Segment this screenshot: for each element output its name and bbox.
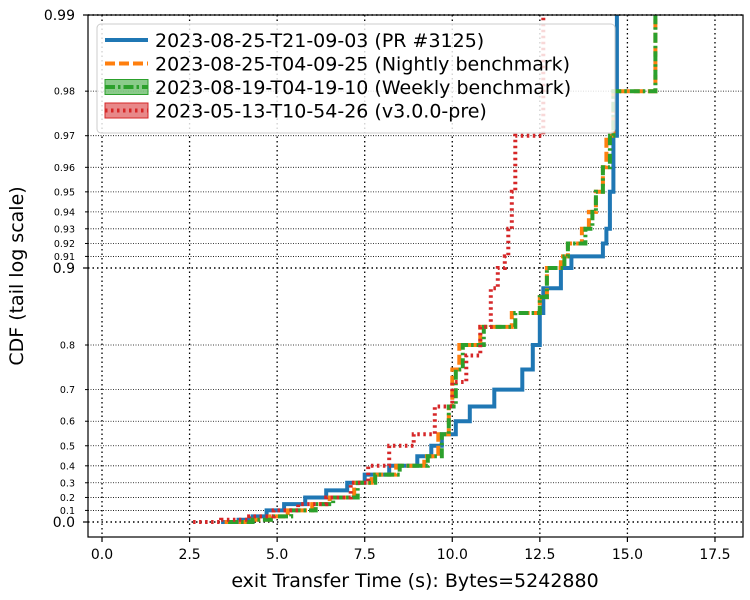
x-tick-label: 7.5 [354,547,376,563]
legend-box [96,23,616,134]
x-tick-label: 12.5 [524,547,555,563]
legend: 2023-08-25-T21-09-03 (PR #3125)2023-08-2… [96,23,616,134]
y-minor-tick-label: 0.97 [54,131,75,142]
y-minor-tick-label: 0.8 [60,341,75,352]
x-tick-label: 17.5 [699,547,730,563]
legend-entry-label: 2023-08-25-T21-09-03 (PR #3125) [155,30,484,52]
plot-frame [87,14,744,538]
y-minor-tick-label: 0.4 [60,461,75,472]
y-minor-tick-label: 0.6 [60,417,75,428]
x-tick-label: 5.0 [266,547,288,563]
y-axis-label: CDF (tail log scale) [6,186,28,365]
y-minor-tick-label: 0.5 [60,441,75,452]
series-line-1 [221,15,619,524]
x-tick-label: 15.0 [612,547,643,563]
y-minor-tick-label: 0.1 [60,506,75,517]
y-major-tick-label: 0.0 [53,515,75,531]
legend-entry-label: 2023-05-13-T10-54-26 (v3.0.0-pre) [155,101,487,123]
y-minor-tick-label: 0.98 [54,87,75,98]
y-minor-tick-label: 0.93 [54,224,75,235]
series-line-4 [193,15,546,524]
y-minor-tick-label: 0.92 [54,239,75,250]
legend-entry-label: 2023-08-25-T04-09-25 (Nightly benchmark) [155,54,570,76]
series-lines [193,15,658,524]
y-minor-tick-label: 0.95 [54,187,75,198]
y-minor-tick-label: 0.91 [54,252,75,263]
axis-ticks: 0.0 2.5 5.0 7.5 10.0 12.5 15.0 17.5 0.1 0.2 0.3 0.4… [44,8,731,563]
y-major-tick-label: 0.99 [44,8,75,24]
y-minor-tick-label: 0.2 [60,493,75,504]
y-minor-tick-label: 0.7 [60,385,75,396]
x-tick-label: 2.5 [178,547,200,563]
x-tick-label: 0.0 [91,547,113,563]
legend-entry-label: 2023-08-19-T04-19-10 (Weekly benchmark) [155,77,571,99]
x-tick-label: 10.0 [437,547,468,563]
y-minor-tick-label: 0.96 [54,163,75,174]
y-minor-tick-label: 0.3 [60,478,75,489]
y-minor-tick-label: 0.94 [54,207,75,218]
y-major-tick-label: 0.9 [53,261,75,277]
x-axis-label: exit Transfer Time (s): Bytes=5242880 [231,570,598,592]
